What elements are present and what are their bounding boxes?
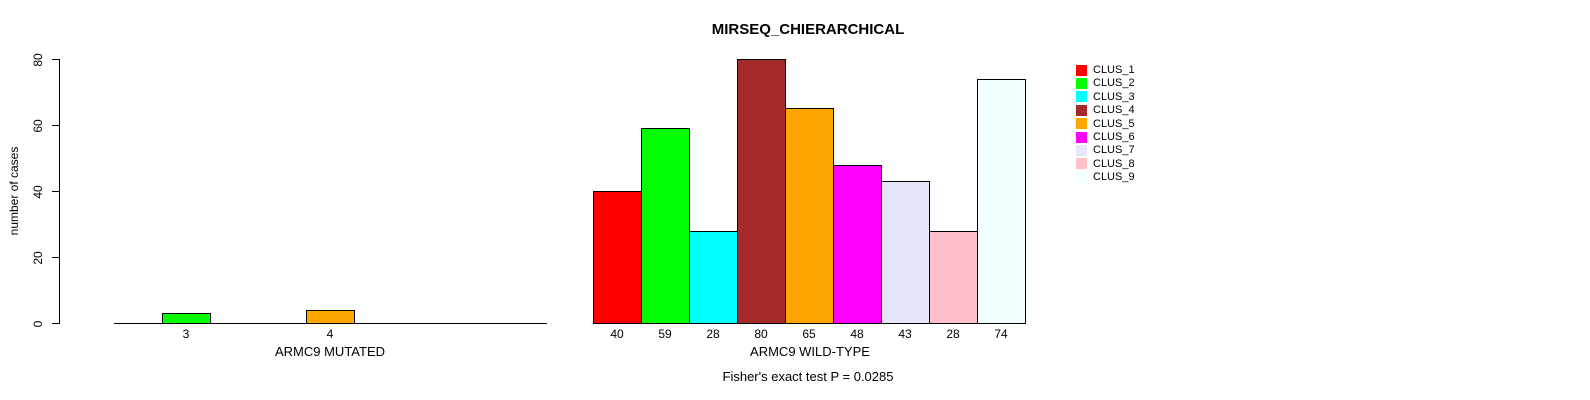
legend-item: CLUS_8: [1076, 158, 1135, 170]
bar-clus_7-group2: [881, 181, 930, 324]
legend-swatch: [1076, 64, 1087, 76]
y-axis-tick: [52, 125, 59, 126]
bar-clus_8-group2: [929, 231, 978, 324]
legend-item: CLUS_4: [1076, 104, 1135, 116]
legend-label: CLUS_9: [1093, 171, 1135, 184]
legend-label: CLUS_3: [1093, 90, 1135, 103]
y-axis-tick: [52, 59, 59, 60]
legend-item: CLUS_5: [1076, 118, 1135, 130]
y-axis-tick-label: 20: [31, 250, 45, 265]
bar-value-label: 48: [850, 327, 864, 341]
legend-swatch: [1076, 77, 1087, 89]
bar-value-label: 80: [754, 327, 768, 341]
legend-label: CLUS_4: [1093, 104, 1135, 117]
bar-value-label: 28: [706, 327, 720, 341]
bar-clus_2-group1: [162, 313, 211, 324]
legend-swatch: [1076, 104, 1087, 116]
group-label-wild-type: ARMC9 WILD-TYPE: [750, 344, 870, 359]
legend-item: CLUS_9: [1076, 171, 1135, 183]
group-label-mutated: ARMC9 MUTATED: [274, 344, 386, 359]
legend-item: CLUS_3: [1076, 91, 1135, 103]
y-axis-tick: [52, 257, 59, 258]
bar-clus_5-group1: [306, 310, 355, 324]
bar-value-label: 43: [898, 327, 912, 341]
legend-item: CLUS_6: [1076, 131, 1135, 143]
y-axis-label: number of cases: [7, 146, 21, 236]
bar-clus_9-group2: [977, 79, 1026, 324]
legend-item: CLUS_7: [1076, 144, 1135, 156]
legend-swatch: [1076, 131, 1087, 143]
bar-clus_6-group2: [833, 165, 882, 324]
y-axis-tick: [52, 191, 59, 192]
legend-label: CLUS_8: [1093, 157, 1135, 170]
legend-label: CLUS_2: [1093, 77, 1135, 90]
y-axis-tick-label: 40: [31, 184, 45, 199]
bar-value-label: 74: [994, 327, 1008, 341]
y-axis-tick-label: 80: [31, 52, 45, 67]
legend-label: CLUS_1: [1093, 64, 1135, 76]
fisher-test-note: Fisher's exact test P = 0.0285: [722, 369, 894, 384]
bar-clus_4-group2: [737, 59, 786, 324]
legend-swatch: [1076, 118, 1087, 130]
y-axis-tick-label: 0: [31, 320, 45, 327]
legend-item: CLUS_1: [1076, 64, 1135, 76]
legend-swatch: [1076, 171, 1087, 183]
y-axis-line: [59, 59, 60, 324]
y-axis-tick-label: 60: [31, 118, 45, 133]
bar-value-label: 59: [658, 327, 672, 341]
bar-clus_5-group2: [785, 108, 834, 324]
chart-title: MIRSEQ_CHIERARCHICAL: [711, 21, 905, 38]
legend-swatch: [1076, 91, 1087, 103]
bar-value-label: 65: [802, 327, 816, 341]
bar-clus_3-group2: [689, 231, 738, 324]
bar-value-label: 40: [610, 327, 624, 341]
legend-label: CLUS_5: [1093, 117, 1135, 130]
legend-item: CLUS_2: [1076, 77, 1135, 89]
bar-clus_2-group2: [641, 128, 690, 324]
bar-value-label: 4: [326, 327, 334, 341]
legend-swatch: [1076, 144, 1087, 156]
y-axis-tick: [52, 323, 59, 324]
legend-label: CLUS_7: [1093, 144, 1135, 157]
legend-label: CLUS_6: [1093, 131, 1135, 143]
bar-value-label: 28: [946, 327, 960, 341]
bar-clus_1-group2: [593, 191, 642, 324]
bar-value-label: 3: [182, 327, 190, 341]
legend-swatch: [1076, 158, 1087, 170]
